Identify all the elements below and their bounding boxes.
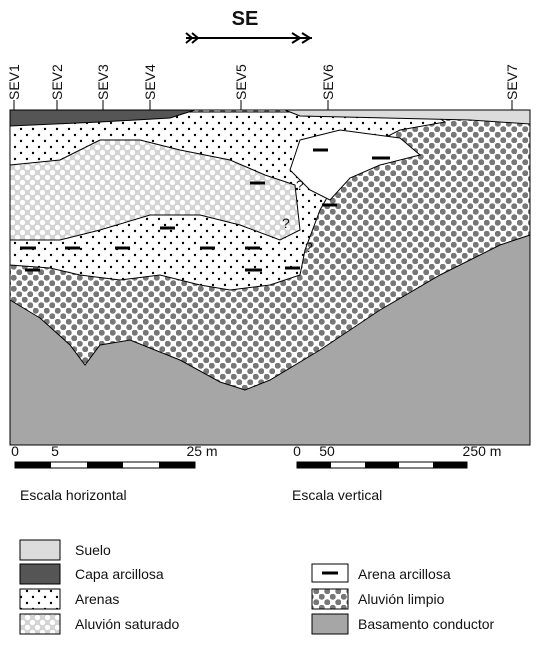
scale-caption: Escala vertical [292, 487, 382, 503]
cross-section: ? ? ? [10, 110, 530, 445]
question-mark: ? [305, 239, 313, 255]
legend-label: Basamento conductor [358, 616, 495, 632]
vertical-scale: 0 50 250 m Escala vertical [292, 443, 501, 503]
legend-label: Arena arcillosa [358, 566, 451, 582]
station-label: SEV7 [504, 64, 520, 100]
scale-tick: 5 [51, 443, 59, 459]
scale-tick: 50 [319, 443, 335, 459]
legend-swatch [312, 589, 348, 609]
station-label: SEV6 [320, 64, 336, 100]
legend-label: Suelo [75, 542, 111, 558]
legend-swatch [20, 614, 60, 634]
direction-arrow [186, 33, 312, 43]
scale-tick: 0 [11, 443, 19, 459]
station-label: SEV4 [142, 64, 158, 100]
scale-caption: Escala horizontal [20, 487, 127, 503]
question-mark: ? [282, 215, 290, 231]
scale-tick: 0 [293, 443, 301, 459]
legend-swatch [20, 589, 60, 609]
station-label: SEV1 [6, 64, 22, 100]
diagram: SE SEV1 SEV2 SEV3 SEV4 SEV5 SEV6 SEV7 ? ? ? [0, 0, 538, 664]
scale-tick: 250 m [463, 443, 502, 459]
station-label: SEV5 [233, 64, 249, 100]
horizontal-scale: 0 5 25 m Escala horizontal [11, 443, 217, 503]
question-mark: ? [296, 177, 304, 193]
direction-label: SE [232, 8, 259, 30]
station-label: SEV2 [49, 64, 65, 100]
station-label: SEV3 [95, 64, 111, 100]
legend-swatch [20, 564, 60, 584]
legend-swatch [312, 614, 348, 634]
legend-label: Capa arcillosa [75, 566, 164, 582]
legend-label: Arenas [75, 591, 119, 607]
legend-swatch [20, 540, 60, 560]
scale-tick: 25 m [186, 443, 217, 459]
legend-label: Aluvión limpio [358, 591, 445, 607]
legend-label: Aluvión saturado [75, 616, 180, 632]
legend: Suelo Capa arcillosa Arenas Aluvión satu… [20, 540, 495, 634]
stations: SEV1 SEV2 SEV3 SEV4 SEV5 SEV6 SEV7 [6, 64, 520, 110]
